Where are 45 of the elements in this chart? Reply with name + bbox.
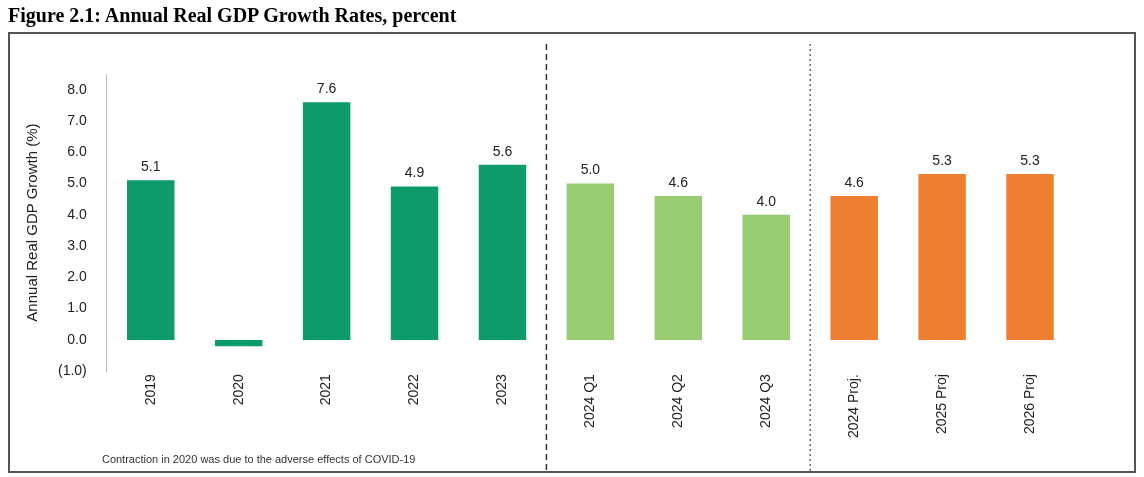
data-label: 4.9 [404, 164, 425, 181]
data-label: 7.6 [316, 80, 337, 97]
y-axis-title: Annual Real GDP Growth (%) [23, 123, 41, 322]
data-label: 4.6 [668, 173, 689, 190]
x-tick-label: 2023 [493, 373, 510, 406]
y-tick-label: 1.0 [67, 299, 87, 316]
y-tick-label: 8.0 [67, 80, 87, 97]
y-tick-label: 7.0 [67, 111, 87, 128]
data-label: 5.3 [1020, 151, 1040, 168]
x-tick-label: 2024 Q3 [757, 373, 774, 428]
x-tick-label: 2024 Q1 [581, 373, 598, 428]
bar [478, 164, 527, 340]
y-tick-label: 0.0 [67, 330, 87, 347]
x-tick-label: 2019 [141, 373, 158, 406]
data-label: 5.1 [141, 158, 161, 175]
x-tick-label: 2024 Q2 [669, 373, 686, 428]
bar [390, 186, 439, 340]
x-tick-label: 2025 Proj [932, 374, 949, 435]
x-tick-label: 2020 [229, 373, 246, 406]
data-label: 5.3 [932, 151, 953, 168]
x-tick-label: 2022 [405, 373, 422, 406]
bar [654, 196, 703, 340]
data-label: 5.6 [492, 142, 513, 159]
bar [830, 196, 878, 340]
y-tick-label: 2.0 [67, 268, 87, 285]
y-tick-label: 4.0 [67, 205, 87, 222]
x-tick-label: 2026 Proj [1020, 374, 1037, 435]
text: Contraction in 2020 was due to the adverse effects of COVID-19 [101, 452, 416, 465]
y-tick-label: 3.0 [67, 236, 87, 253]
bar [742, 214, 790, 340]
data-label: 5.0 [580, 161, 601, 178]
bar [214, 339, 263, 347]
x-tick-label: 2024 Proj. [845, 374, 862, 439]
data-label: 4.0 [756, 192, 777, 209]
x-tick-label: 2021 [317, 373, 334, 406]
data-label: 4.6 [844, 173, 865, 190]
bar [1006, 174, 1054, 340]
y-tick-label: 6.0 [67, 143, 87, 160]
y-tick-label: 5.0 [67, 174, 87, 191]
bar [566, 183, 615, 340]
bar [302, 102, 351, 340]
chart-title: Figure 2.1: Annual Real GDP Growth Rates, percent [8, 4, 458, 28]
bar [127, 180, 175, 340]
bar [918, 174, 966, 340]
y-tick-label: (1.0) [57, 362, 87, 379]
